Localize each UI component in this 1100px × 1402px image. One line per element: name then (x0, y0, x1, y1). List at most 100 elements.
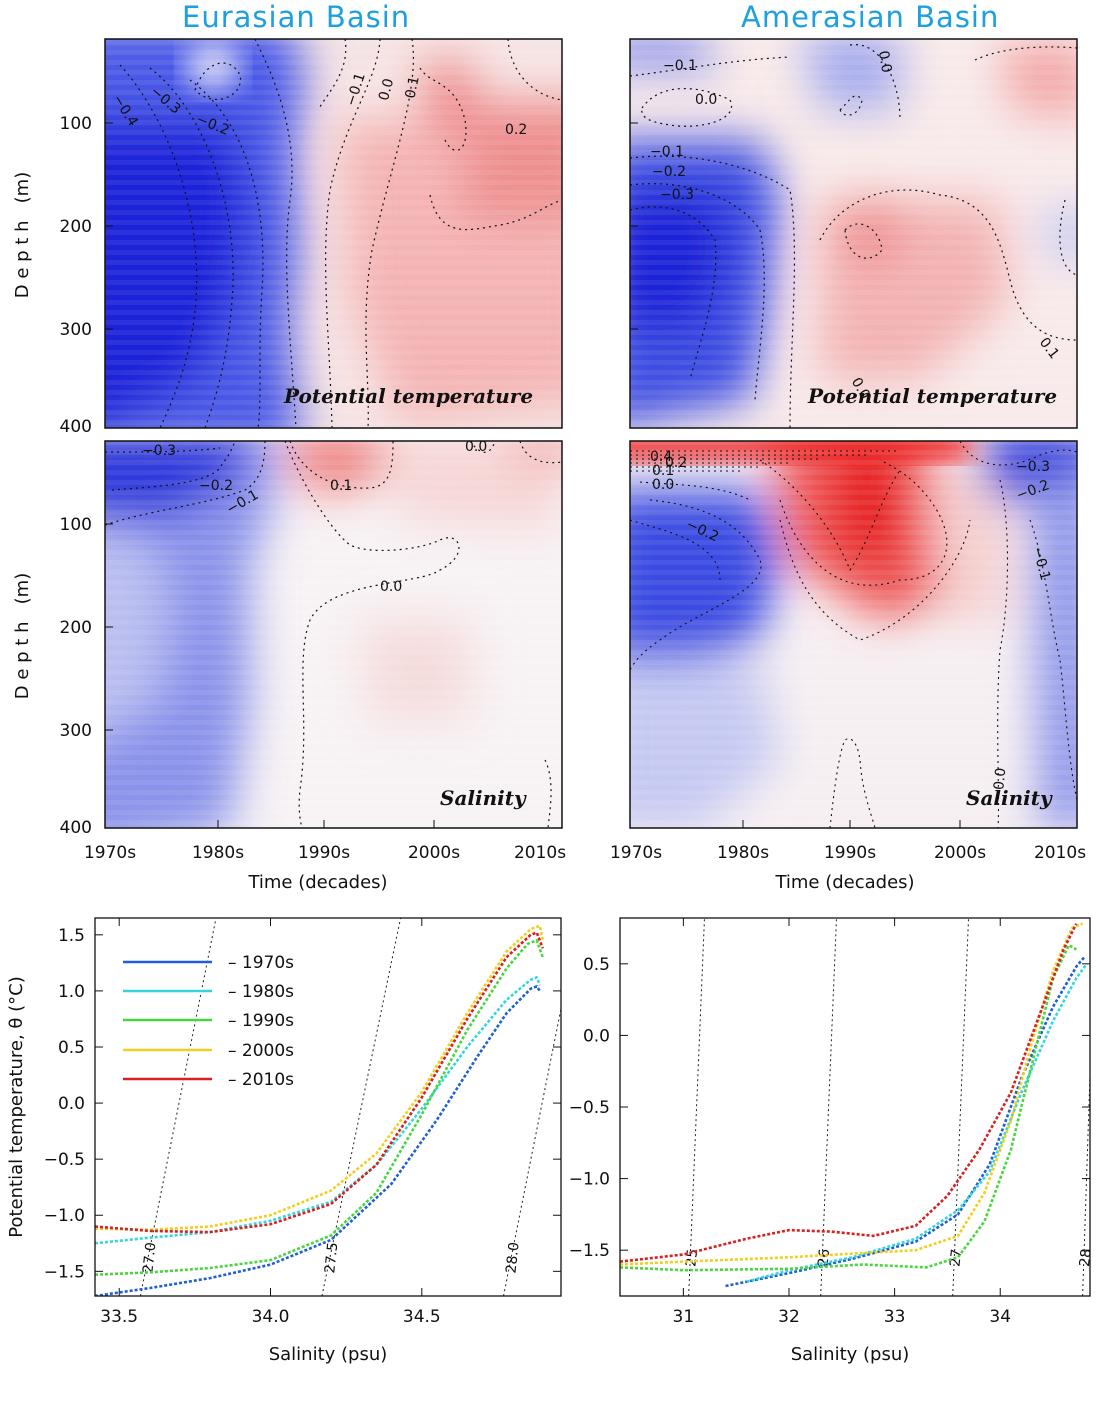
eb-ts-plot-area: 27.0 27.5 28.0 33.5 34.0 34.5 −1.5 −1.0 −0.5 0.0 0… (44, 918, 561, 1327)
series-line-1980s (95, 976, 542, 1245)
series-line-1990s (620, 943, 1077, 1272)
y-tick-label: 1.5 (58, 926, 85, 946)
legend-label-2000s: – 2000s (228, 1041, 294, 1061)
x-tick-label: 1990s (298, 843, 350, 863)
ab-x-ticks: 1970s 1980s 1990s 2000s 2010s (610, 820, 1086, 863)
x-tick-label: 2010s (514, 843, 566, 863)
ab-theta-frame (629, 38, 1078, 429)
eb-salinity-frame (104, 440, 563, 829)
y-tick-label: 400 (60, 417, 92, 437)
series-line-2000s (95, 924, 545, 1232)
legend-label-1990s: – 1990s (228, 1011, 294, 1031)
series-line-2000s (620, 922, 1084, 1266)
series-line-2010s (95, 931, 545, 1234)
x-tick-label: 1980s (717, 843, 769, 863)
eb-theta-frame (104, 38, 563, 429)
isopycnal-line (820, 918, 838, 1296)
ab-time-axis-label: Time (decades) (774, 872, 914, 893)
eb-theta-field (105, 39, 562, 428)
isopycnal-label: 27.5 (322, 1241, 341, 1274)
ab-theta-contour-label: −0.1 (663, 58, 697, 74)
y-tick-label: 0.5 (583, 955, 610, 975)
x-tick-label: 1990s (824, 843, 876, 863)
y-tick-label: −1.5 (44, 1262, 85, 1282)
eb-ts-x-axis-label: Salinity (psu) (269, 1344, 388, 1365)
ab-salinity-frame (629, 440, 1078, 829)
legend-label-1980s: – 1980s (228, 982, 294, 1002)
x-tick-label: 1980s (192, 843, 244, 863)
eb-theta-y-ticks: 100 200 300 400 (60, 114, 113, 437)
series-line-1980s (746, 963, 1088, 1283)
eb-salinity-y-axis-label: D e p t h (m) (12, 573, 33, 699)
eb-theta-contour-label: 0.1 (402, 75, 422, 100)
eb-salinity-field (105, 441, 562, 828)
isopycnal-label: 27.0 (140, 1241, 159, 1274)
y-tick-label: −1.5 (569, 1241, 610, 1261)
x-tick-label: 31 (673, 1307, 695, 1327)
y-tick-label: 1.0 (58, 982, 85, 1002)
ab-salinity-variable-label: Salinity (966, 786, 1053, 810)
x-tick-label: 2000s (408, 843, 460, 863)
eb-salinity-contour-label: 0.1 (330, 478, 352, 494)
eb-salinity-y-ticks: 100 200 300 400 (60, 515, 113, 838)
ab-salinity-panel: 0.4 0.2 0.1 0.0 −0.2 −0.3 −0.2 −0.1 0.0 … (610, 440, 1086, 893)
eb-salinity-contour-label: 0.0 (380, 579, 402, 595)
x-tick-label: 33.5 (100, 1307, 138, 1327)
isopycnal-line (688, 918, 705, 1296)
ab-theta-contour-label: −0.2 (652, 164, 686, 180)
y-tick-label: 0.0 (58, 1094, 85, 1114)
x-tick-label: 1970s (610, 843, 662, 863)
eb-theta-y-axis-label: D e p t h (m) (12, 172, 33, 298)
x-tick-label: 32 (778, 1307, 800, 1327)
ab-theta-variable-label: Potential temperature (807, 384, 1057, 408)
eb-salinity-variable-label: Salinity (440, 786, 527, 810)
x-tick-label: 2010s (1034, 843, 1086, 863)
eb-x-ticks: 1970s 1980s 1990s 2000s 2010s (84, 820, 566, 863)
x-tick-label: 1970s (84, 843, 136, 863)
y-tick-label: −1.0 (44, 1206, 85, 1226)
ab-salinity-contour-label: 0.4 (650, 449, 672, 465)
ab-theta-contour-label: 0.0 (875, 49, 895, 74)
y-tick-label: 0.5 (58, 1038, 85, 1058)
y-tick-label: 100 (60, 114, 92, 134)
legend-label-1970s: – 1970s (228, 953, 294, 973)
ab-theta-contour-label: 0.0 (695, 92, 717, 108)
y-tick-label: −1.0 (569, 1170, 610, 1190)
amerasian-basin-title: Amerasian Basin (741, 0, 1000, 34)
y-tick-label: 100 (60, 515, 92, 535)
eb-theta-panel: −0.4 −0.3 −0.2 −0.1 0.0 0.1 0.2 Potentia… (12, 38, 563, 437)
ab-ts-x-axis-label: Salinity (psu) (791, 1344, 910, 1365)
isopycnal-line (139, 918, 217, 1296)
ab-salinity-field (630, 441, 1077, 828)
series-line-1990s (95, 939, 545, 1276)
eb-ts-frame (94, 917, 562, 1297)
ab-salinity-contour-label: 0.1 (652, 463, 674, 479)
legend-label-2010s: – 2010s (228, 1070, 294, 1090)
ab-theta-field (630, 39, 1077, 428)
y-tick-label: 200 (60, 618, 92, 638)
eb-salinity-contour-label: −0.3 (142, 443, 176, 459)
isopycnal-line (321, 918, 402, 1296)
ab-salinity-contour-label: 0.0 (652, 477, 674, 493)
y-tick-label: 0.0 (583, 1026, 610, 1046)
eb-ts-legend: – 1970s – 1980s – 1990s – 2000s – 2010s (123, 953, 294, 1090)
eb-theta-contour-label: 0.0 (376, 77, 397, 103)
ab-theta-contour-label: −0.3 (660, 187, 694, 203)
series-line-1970s (95, 985, 541, 1296)
x-tick-label: 34.0 (252, 1307, 290, 1327)
x-tick-label: 33 (884, 1307, 906, 1327)
x-tick-label: 2000s (934, 843, 986, 863)
ab-salinity-contour-label: 0.2 (665, 455, 687, 471)
series-line-1970s (725, 955, 1086, 1288)
x-tick-label: 34 (989, 1307, 1011, 1327)
ab-ts-frame (619, 917, 1091, 1297)
ab-salinity-contour-label: 0.0 (991, 767, 1009, 791)
eb-salinity-contour-label: 0.0 (465, 439, 487, 455)
y-tick-label: 300 (60, 721, 92, 741)
eb-time-axis-label: Time (decades) (247, 872, 387, 893)
eb-salinity-panel: −0.3 −0.2 −0.1 0.1 0.0 0.0 Salinity 100 … (12, 439, 566, 893)
y-tick-label: 400 (60, 818, 92, 838)
